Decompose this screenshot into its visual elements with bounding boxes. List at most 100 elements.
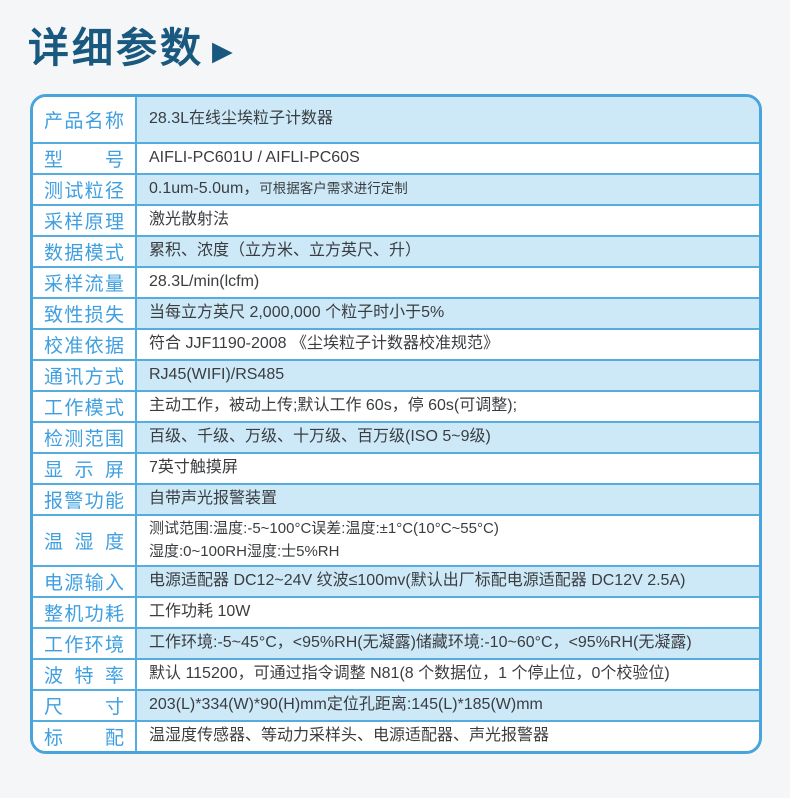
spec-value-cell: 7英寸触摸屏 [137, 454, 759, 483]
spec-row: 工作环境 工作环境:-5~45°C，<95%RH(无凝露)储藏环境:-10~60… [33, 627, 759, 659]
spec-row: 校准依据 符合 JJF1190-2008 《尘埃粒子计数器校准规范》 [33, 328, 759, 360]
spec-row: 整机功耗 工作功耗 10W [33, 596, 759, 628]
spec-label-cell: 采样流量 [33, 268, 137, 298]
spec-value: 电源适配器 DC12~24V 纹波≤100mv(默认出厂标配电源适配器 DC12… [149, 572, 686, 590]
spec-row: 检测范围 百级、千级、万级、十万级、百万级(ISO 5~9级) [33, 421, 759, 453]
spec-value-cell: 激光散射法 [137, 206, 759, 235]
spec-value: 自带声光报警装置 [149, 490, 278, 508]
spec-row: 测试粒径 0.1um-5.0um，可根据客户需求进行定制 [33, 173, 759, 205]
spec-value-cell: AIFLI-PC601U / AIFLI-PC60S [137, 144, 759, 173]
spec-value-cell: 主动工作，被动上传;默认工作 60s，停 60s(可调整); [137, 392, 759, 421]
spec-label: 整机功耗 [44, 604, 124, 626]
spec-row: 温湿度 测试范围:温度:-5~100°C误差:温度:±1°C(10°C~55°C… [33, 514, 759, 566]
spec-label-cell: 波特率 [33, 660, 137, 690]
spec-value-cell: 28.3L/min(lcfm) [137, 268, 759, 297]
spec-value-cell: 百级、千级、万级、十万级、百万级(ISO 5~9级) [137, 423, 759, 453]
spec-value-cell: 电源适配器 DC12~24V 纹波≤100mv(默认出厂标配电源适配器 DC12… [137, 567, 759, 597]
spec-value: 工作环境:-5~45°C，<95%RH(无凝露)储藏环境:-10~60°C，<9… [149, 634, 692, 652]
spec-label: 工作模式 [44, 398, 124, 420]
spec-row: 数据模式 累积、浓度（立方米、立方英尺、升） [33, 235, 759, 267]
spec-row: 尺寸 203(L)*334(W)*90(H)mm定位孔距离:145(L)*185… [33, 689, 759, 721]
spec-label: 标配 [44, 728, 124, 750]
spec-value-cell: 203(L)*334(W)*90(H)mm定位孔距离:145(L)*185(W)… [137, 691, 759, 721]
spec-label: 尺寸 [44, 697, 124, 719]
spec-label-cell: 显示屏 [33, 454, 137, 484]
title-arrow-icon: ▶ [212, 36, 233, 67]
spec-row: 报警功能 自带声光报警装置 [33, 483, 759, 515]
spec-label: 显示屏 [44, 460, 124, 482]
spec-label: 报警功能 [44, 491, 124, 513]
spec-value-cell: 工作环境:-5~45°C，<95%RH(无凝露)储藏环境:-10~60°C，<9… [137, 629, 759, 659]
spec-value-cell: 默认 115200，可通过指令调整 N81(8 个数据位，1 个停止位，0个校验… [137, 660, 759, 689]
spec-value-cell: 工作功耗 10W [137, 598, 759, 627]
spec-table: 产品名称 28.3L在线尘埃粒子计数器 型号 AIFLI-PC601U / AI… [30, 94, 762, 755]
spec-label-cell: 产品名称 [33, 97, 137, 143]
spec-label-cell: 测试粒径 [33, 175, 137, 205]
spec-label-cell: 致性损失 [33, 299, 137, 329]
spec-value-cell: 测试范围:温度:-5~100°C误差:温度:±1°C(10°C~55°C) 湿度… [137, 516, 759, 565]
spec-label: 检测范围 [44, 429, 124, 451]
spec-label: 致性损失 [44, 305, 124, 327]
spec-value: 百级、千级、万级、十万级、百万级(ISO 5~9级) [149, 428, 491, 446]
spec-value-cell: RJ45(WIFI)/RS485 [137, 361, 759, 391]
spec-value: RJ45(WIFI)/RS485 [149, 366, 285, 384]
spec-value: 0.1um-5.0um，可根据客户需求进行定制 [149, 180, 408, 198]
spec-value: 203(L)*334(W)*90(H)mm定位孔距离:145(L)*185(W)… [149, 696, 543, 714]
spec-row: 波特率 默认 115200，可通过指令调整 N81(8 个数据位，1 个停止位，… [33, 658, 759, 690]
spec-value-cell: 符合 JJF1190-2008 《尘埃粒子计数器校准规范》 [137, 330, 759, 359]
spec-label: 校准依据 [44, 336, 124, 358]
spec-label: 工作环境 [44, 635, 124, 657]
spec-value: 28.3L在线尘埃粒子计数器 [149, 110, 334, 128]
spec-value: 符合 JJF1190-2008 《尘埃粒子计数器校准规范》 [149, 335, 499, 353]
spec-value-cell: 当每立方英尺 2,000,000 个粒子时小于5% [137, 299, 759, 329]
page-header: 详细参数 ▶ [0, 0, 790, 73]
spec-value: AIFLI-PC601U / AIFLI-PC60S [149, 149, 360, 167]
spec-label-cell: 工作环境 [33, 629, 137, 659]
spec-label: 电源输入 [44, 573, 124, 595]
spec-row: 采样原理 激光散射法 [33, 204, 759, 236]
spec-value: 28.3L/min(lcfm) [149, 273, 260, 291]
spec-value: 工作功耗 10W [149, 603, 251, 621]
spec-label-cell: 通讯方式 [33, 361, 137, 391]
spec-value: 温湿度传感器、等动力采样头、电源适配器、声光报警器 [149, 727, 550, 745]
spec-label: 数据模式 [44, 243, 124, 265]
page-title: 详细参数 [28, 25, 204, 71]
spec-value-cell: 自带声光报警装置 [137, 485, 759, 515]
spec-label: 波特率 [44, 666, 124, 688]
spec-value-cell: 0.1um-5.0um，可根据客户需求进行定制 [137, 175, 759, 205]
spec-label-cell: 检测范围 [33, 423, 137, 453]
spec-value: 7英寸触摸屏 [149, 459, 238, 477]
spec-label-cell: 校准依据 [33, 330, 137, 360]
spec-label-cell: 尺寸 [33, 691, 137, 721]
spec-row: 显示屏 7英寸触摸屏 [33, 452, 759, 484]
spec-row: 标配 温湿度传感器、等动力采样头、电源适配器、声光报警器 [33, 720, 759, 752]
spec-label-cell: 数据模式 [33, 237, 137, 267]
spec-label: 通讯方式 [44, 367, 124, 389]
spec-row: 采样流量 28.3L/min(lcfm) [33, 266, 759, 298]
spec-label: 型号 [44, 150, 124, 172]
spec-value-cell: 温湿度传感器、等动力采样头、电源适配器、声光报警器 [137, 722, 759, 751]
spec-row: 型号 AIFLI-PC601U / AIFLI-PC60S [33, 142, 759, 174]
spec-label: 测试粒径 [44, 181, 124, 203]
spec-label: 产品名称 [44, 111, 124, 133]
spec-label-cell: 电源输入 [33, 567, 137, 597]
spec-label-cell: 整机功耗 [33, 598, 137, 628]
spec-label-cell: 型号 [33, 144, 137, 174]
spec-row: 工作模式 主动工作，被动上传;默认工作 60s，停 60s(可调整); [33, 390, 759, 422]
spec-row: 通讯方式 RJ45(WIFI)/RS485 [33, 359, 759, 391]
spec-value-cell: 累积、浓度（立方米、立方英尺、升） [137, 237, 759, 267]
spec-label: 温湿度 [44, 532, 124, 554]
spec-row: 电源输入 电源适配器 DC12~24V 纹波≤100mv(默认出厂标配电源适配器… [33, 565, 759, 597]
spec-value: 累积、浓度（立方米、立方英尺、升） [149, 242, 422, 260]
spec-row: 产品名称 28.3L在线尘埃粒子计数器 [33, 97, 759, 143]
spec-label: 采样原理 [44, 212, 124, 234]
spec-label: 采样流量 [44, 274, 124, 296]
spec-value: 默认 115200，可通过指令调整 N81(8 个数据位，1 个停止位，0个校验… [149, 665, 670, 683]
spec-label-cell: 温湿度 [33, 516, 137, 566]
spec-value: 测试范围:温度:-5~100°C误差:温度:±1°C(10°C~55°C) [149, 520, 499, 538]
spec-value: 主动工作，被动上传;默认工作 60s，停 60s(可调整); [149, 397, 518, 415]
spec-value-note: 可根据客户需求进行定制 [259, 181, 408, 197]
spec-label-cell: 标配 [33, 722, 137, 752]
spec-label-cell: 采样原理 [33, 206, 137, 236]
spec-label-cell: 报警功能 [33, 485, 137, 515]
